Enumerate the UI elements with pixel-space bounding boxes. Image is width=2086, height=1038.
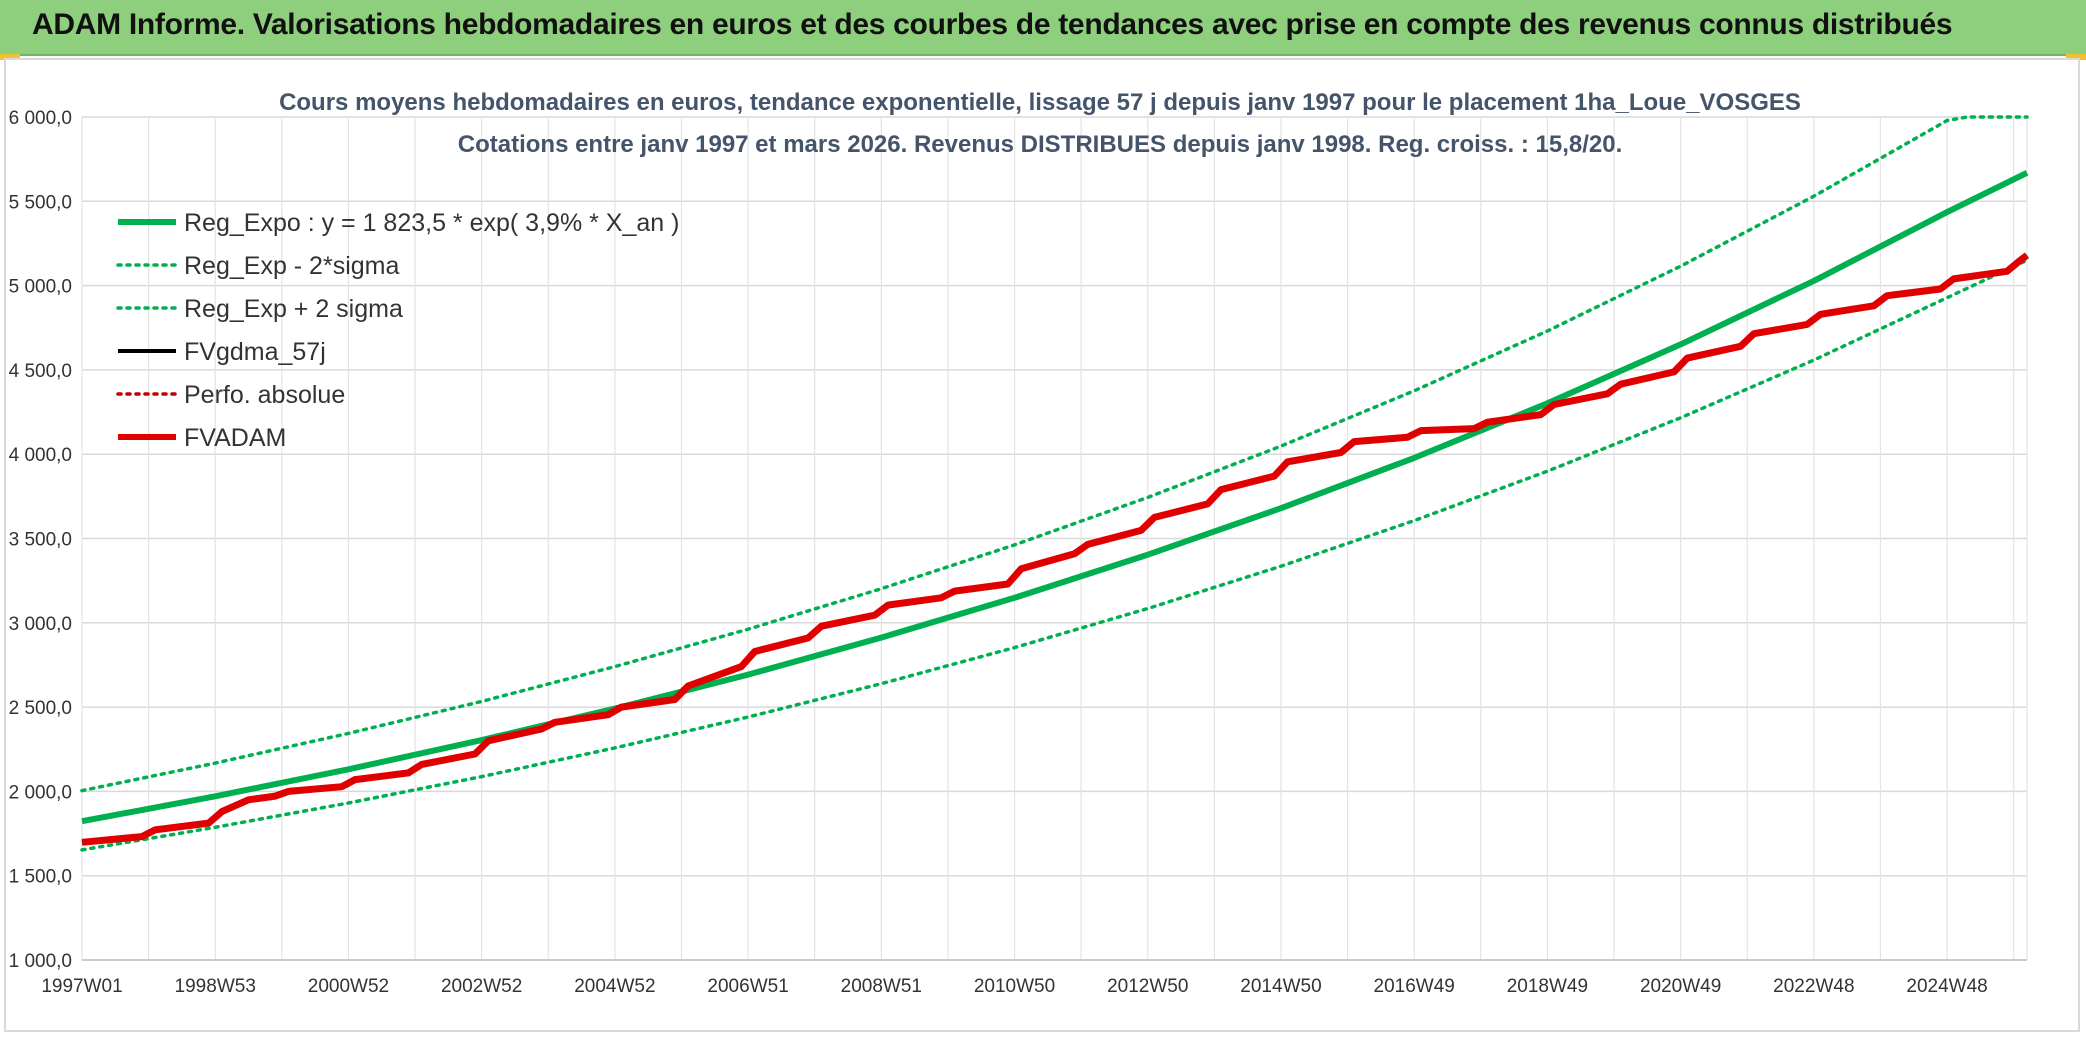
x-tick-label: 1998W53 xyxy=(175,976,256,997)
x-tick-label: 2018W49 xyxy=(1507,976,1588,997)
x-tick-label: 2016W49 xyxy=(1374,976,1455,997)
x-tick-label: 2022W48 xyxy=(1773,976,1854,997)
banner-corner-left xyxy=(0,54,20,60)
y-axis-ticks: 1 000,0 1 500,0 2 000,0 2 500,0 3 000,0 3 500… xyxy=(9,108,72,972)
chart-legend: Reg_Expo : y = 1 823,5 * exp( 3,9% * X_a… xyxy=(116,209,679,452)
y-tick-label: 5 000,0 xyxy=(9,277,72,298)
legend-label: FVgdma_57j xyxy=(184,338,326,366)
y-tick-label: 4 000,0 xyxy=(9,445,72,466)
series-line-2 xyxy=(80,115,2029,793)
series-line-5 xyxy=(81,252,2030,846)
chart-subtitle: Cotations entre janv 1997 et mars 2026. … xyxy=(458,131,1623,158)
x-tick-label: 2006W51 xyxy=(707,976,788,997)
report-title: ADAM Informe. Valorisations hebdomadaire… xyxy=(32,8,1953,41)
x-axis-ticks: 1997W01 1998W53 2000W52 2002W52 2004W52 2006W… xyxy=(41,976,1987,997)
y-tick-label: 5 500,0 xyxy=(9,192,72,213)
y-tick-label: 2 000,0 xyxy=(9,782,72,803)
x-tick-label: 2002W52 xyxy=(441,976,522,997)
y-tick-label: 6 000,0 xyxy=(9,108,72,129)
y-tick-label: 4 500,0 xyxy=(9,361,72,382)
legend-label: Reg_Exp - 2*sigma xyxy=(184,252,399,280)
chart-series xyxy=(80,115,2030,852)
x-tick-label: 2004W52 xyxy=(574,976,655,997)
y-tick-label: 3 000,0 xyxy=(9,614,72,635)
x-tick-label: 2010W50 xyxy=(974,976,1055,997)
x-tick-label: 2012W50 xyxy=(1107,976,1188,997)
chart-grid xyxy=(81,116,2028,961)
report-banner: ADAM Informe. Valorisations hebdomadaire… xyxy=(0,0,2086,56)
x-tick-label: 2014W50 xyxy=(1240,976,1321,997)
x-tick-label: 2000W52 xyxy=(308,976,389,997)
x-tick-label: 2020W49 xyxy=(1640,976,1721,997)
series-line-1 xyxy=(80,258,2029,852)
series-line-0 xyxy=(81,170,2029,825)
x-tick-label: 2024W48 xyxy=(1906,976,1987,997)
y-tick-label: 1 000,0 xyxy=(9,951,72,972)
y-tick-label: 2 500,0 xyxy=(9,698,72,719)
x-tick-label: 1997W01 xyxy=(41,976,122,997)
legend-label: FVADAM xyxy=(184,424,286,452)
chart-frame xyxy=(4,58,2080,1032)
banner-corner-right xyxy=(2066,54,2086,60)
y-tick-label: 1 500,0 xyxy=(9,867,72,888)
x-tick-label: 2008W51 xyxy=(841,976,922,997)
y-tick-label: 3 500,0 xyxy=(9,530,72,551)
chart-title: Cours moyens hebdomadaires en euros, ten… xyxy=(279,89,1801,116)
legend-label: Reg_Exp + 2 sigma xyxy=(184,295,403,323)
series-line-3 xyxy=(81,253,2029,845)
legend-label: Reg_Expo : y = 1 823,5 * exp( 3,9% * X_a… xyxy=(184,209,679,237)
legend-label: Perfo. absolue xyxy=(184,381,345,409)
